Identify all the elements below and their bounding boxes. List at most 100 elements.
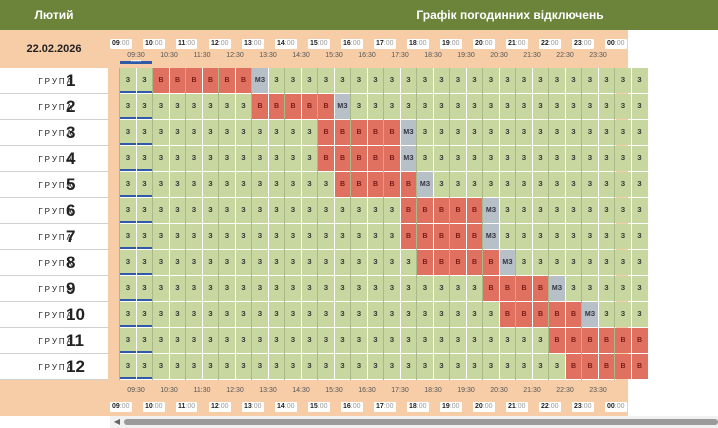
- slot-cell[interactable]: З: [351, 302, 367, 327]
- slot-cell[interactable]: В: [384, 120, 400, 145]
- slot-cell[interactable]: МЗ: [417, 172, 433, 197]
- slot-cell[interactable]: З: [153, 354, 169, 379]
- slot-cell[interactable]: З: [235, 302, 252, 327]
- slot-cell[interactable]: З: [466, 172, 483, 197]
- slot-cell[interactable]: З: [318, 354, 334, 379]
- slot-cell[interactable]: З: [136, 94, 153, 119]
- slot-cell[interactable]: З: [565, 250, 582, 275]
- slot-cell[interactable]: З: [301, 120, 318, 145]
- slot-cell[interactable]: МЗ: [252, 68, 268, 93]
- slot-cell[interactable]: З: [219, 146, 235, 171]
- slot-cell[interactable]: З: [186, 224, 202, 249]
- slot-cell[interactable]: З: [219, 198, 235, 223]
- slot-cell[interactable]: З: [400, 94, 417, 119]
- slot-cell[interactable]: З: [549, 68, 565, 93]
- slot-cell[interactable]: З: [252, 224, 268, 249]
- slot-cell[interactable]: З: [153, 224, 169, 249]
- slot-cell[interactable]: З: [598, 276, 615, 301]
- slot-cell[interactable]: МЗ: [582, 302, 598, 327]
- slot-cell[interactable]: З: [301, 276, 318, 301]
- slot-cell[interactable]: З: [169, 302, 186, 327]
- slot-cell[interactable]: З: [516, 172, 532, 197]
- slot-cell[interactable]: З: [450, 120, 466, 145]
- slot-cell[interactable]: З: [433, 68, 450, 93]
- slot-cell[interactable]: З: [598, 302, 615, 327]
- slot-cell[interactable]: З: [252, 146, 268, 171]
- slot-cell[interactable]: З: [219, 94, 235, 119]
- slot-cell[interactable]: З: [136, 224, 153, 249]
- slot-cell[interactable]: З: [334, 224, 351, 249]
- slot-cell[interactable]: МЗ: [400, 146, 417, 171]
- slot-cell[interactable]: З: [202, 276, 219, 301]
- slot-cell[interactable]: З: [384, 250, 400, 275]
- slot-cell[interactable]: З: [219, 120, 235, 145]
- slot-cell[interactable]: З: [268, 302, 285, 327]
- slot-cell[interactable]: З: [615, 68, 631, 93]
- slot-cell[interactable]: З: [268, 198, 285, 223]
- slot-cell[interactable]: З: [285, 250, 301, 275]
- slot-cell[interactable]: З: [235, 354, 252, 379]
- slot-cell[interactable]: З: [516, 146, 532, 171]
- slot-cell[interactable]: В: [285, 94, 301, 119]
- slot-cell[interactable]: З: [202, 120, 219, 145]
- slot-cell[interactable]: З: [120, 146, 136, 171]
- slot-cell[interactable]: В: [400, 198, 417, 223]
- slot-cell[interactable]: МЗ: [483, 198, 499, 223]
- slot-cell[interactable]: З: [483, 94, 499, 119]
- slot-cell[interactable]: З: [565, 68, 582, 93]
- slot-cell[interactable]: З: [516, 328, 532, 353]
- slot-cell[interactable]: В: [417, 250, 433, 275]
- slot-cell[interactable]: З: [615, 146, 631, 171]
- slot-cell[interactable]: З: [417, 120, 433, 145]
- slot-cell[interactable]: В: [549, 328, 565, 353]
- slot-cell[interactable]: В: [450, 224, 466, 249]
- slot-cell[interactable]: З: [582, 68, 598, 93]
- slot-cell[interactable]: З: [153, 302, 169, 327]
- slot-cell[interactable]: З: [153, 146, 169, 171]
- slot-cell[interactable]: З: [400, 328, 417, 353]
- slot-cell[interactable]: З: [516, 198, 532, 223]
- slot-cell[interactable]: З: [417, 328, 433, 353]
- slot-cell[interactable]: З: [285, 328, 301, 353]
- slot-cell[interactable]: З: [268, 120, 285, 145]
- slot-cell[interactable]: З: [351, 354, 367, 379]
- slot-cell[interactable]: В: [400, 224, 417, 249]
- slot-cell[interactable]: З: [120, 354, 136, 379]
- slot-cell[interactable]: З: [318, 276, 334, 301]
- slot-cell[interactable]: З: [202, 354, 219, 379]
- slot-cell[interactable]: З: [334, 354, 351, 379]
- slot-cell[interactable]: З: [351, 68, 367, 93]
- slot-cell[interactable]: В: [466, 250, 483, 275]
- slot-cell[interactable]: З: [450, 302, 466, 327]
- slot-cell[interactable]: З: [186, 250, 202, 275]
- slot-cell[interactable]: З: [532, 224, 549, 249]
- slot-cell[interactable]: З: [499, 68, 516, 93]
- slot-cell[interactable]: З: [285, 224, 301, 249]
- slot-cell[interactable]: МЗ: [549, 276, 565, 301]
- slot-cell[interactable]: З: [268, 172, 285, 197]
- slot-cell[interactable]: З: [235, 120, 252, 145]
- slot-cell[interactable]: З: [450, 328, 466, 353]
- slot-cell[interactable]: З: [532, 146, 549, 171]
- slot-cell[interactable]: З: [120, 172, 136, 197]
- slot-cell[interactable]: З: [631, 94, 648, 119]
- slot-cell[interactable]: З: [466, 354, 483, 379]
- slot-cell[interactable]: З: [367, 94, 384, 119]
- slot-cell[interactable]: З: [499, 224, 516, 249]
- slot-cell[interactable]: В: [598, 328, 615, 353]
- slot-cell[interactable]: З: [615, 250, 631, 275]
- slot-cell[interactable]: З: [334, 328, 351, 353]
- slot-cell[interactable]: З: [235, 94, 252, 119]
- slot-cell[interactable]: З: [268, 68, 285, 93]
- slot-cell[interactable]: В: [582, 328, 598, 353]
- slot-cell[interactable]: З: [499, 198, 516, 223]
- slot-cell[interactable]: З: [202, 302, 219, 327]
- slot-cell[interactable]: В: [367, 146, 384, 171]
- slot-cell[interactable]: З: [516, 224, 532, 249]
- slot-cell[interactable]: З: [252, 172, 268, 197]
- slot-cell[interactable]: З: [384, 224, 400, 249]
- slot-cell[interactable]: З: [285, 276, 301, 301]
- slot-cell[interactable]: З: [120, 224, 136, 249]
- slot-cell[interactable]: В: [301, 94, 318, 119]
- slot-cell[interactable]: З: [384, 302, 400, 327]
